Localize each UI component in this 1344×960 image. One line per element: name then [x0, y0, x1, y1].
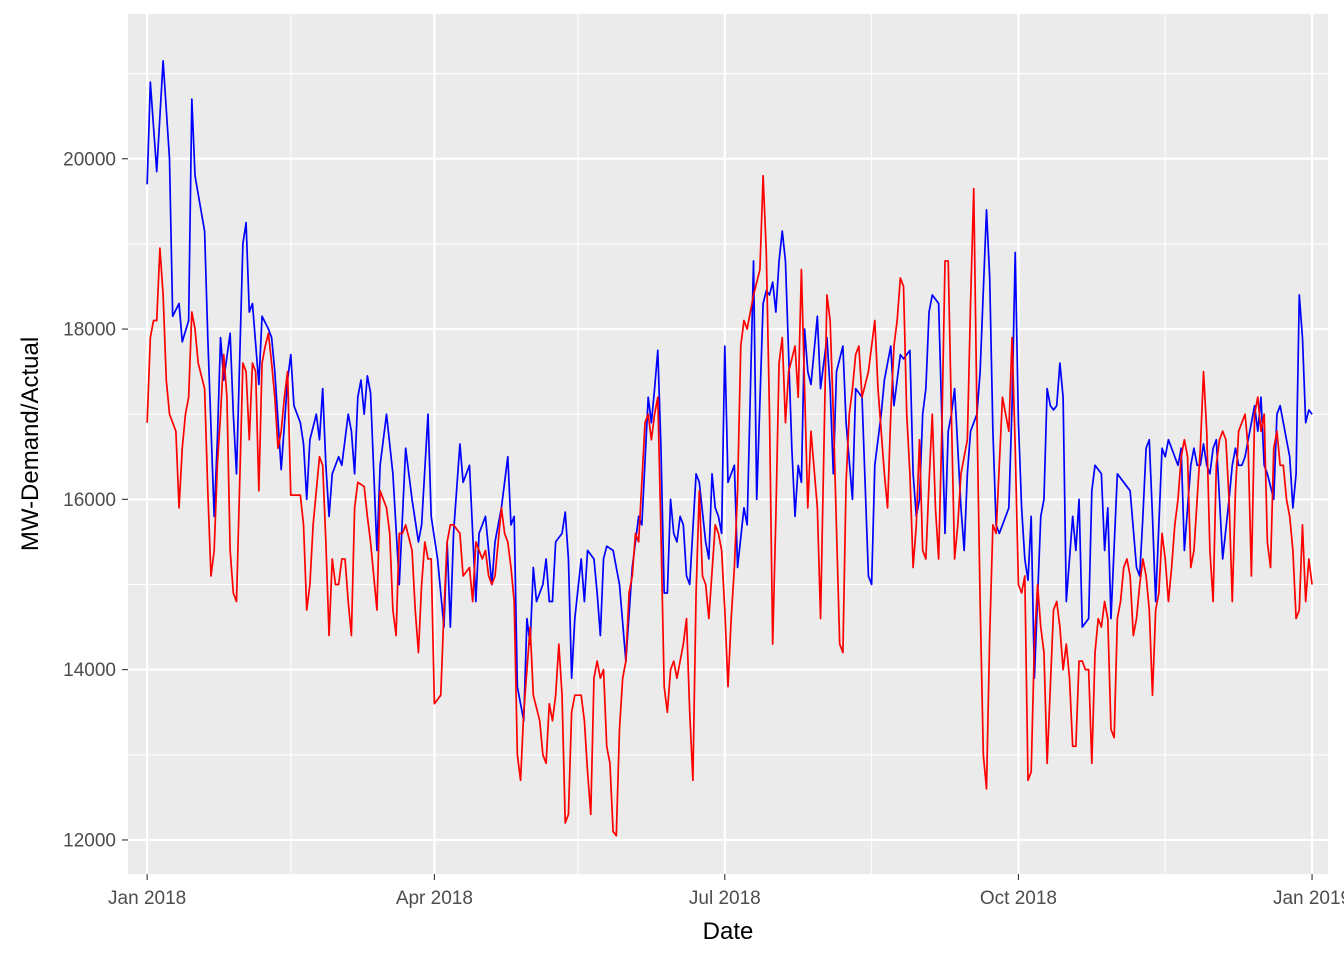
- y-axis-tick-labels: 12000 14000 16000 18000 20000: [63, 149, 116, 851]
- series-lines: [146, 59, 1313, 837]
- x-axis-tick-labels: Jan 2018 Apr 2018 Jul 2018 Oct 2018 Jan 2019: [108, 888, 1344, 909]
- x-tick-label: Jan 2018: [108, 888, 186, 909]
- y-tick-label: 12000: [63, 830, 116, 851]
- y-tick-label: 18000: [63, 320, 116, 341]
- y-tick-label: 20000: [63, 149, 116, 170]
- y-axis-title: MW-Demand/Actual: [17, 337, 44, 551]
- y-tick-label: 16000: [63, 490, 116, 511]
- x-tick-label: Jan 2019: [1273, 888, 1344, 909]
- plot-panel: [128, 14, 1328, 874]
- minor-gridlines: [128, 14, 1328, 874]
- series-line-2: [146, 174, 1313, 837]
- x-axis-title: Date: [703, 918, 754, 945]
- x-tick-label: Apr 2018: [396, 888, 473, 909]
- x-tick-label: Oct 2018: [980, 888, 1057, 909]
- x-tick-label: Jul 2018: [689, 888, 761, 909]
- axis-tick-marks: [122, 158, 1313, 880]
- y-tick-label: 14000: [63, 660, 116, 681]
